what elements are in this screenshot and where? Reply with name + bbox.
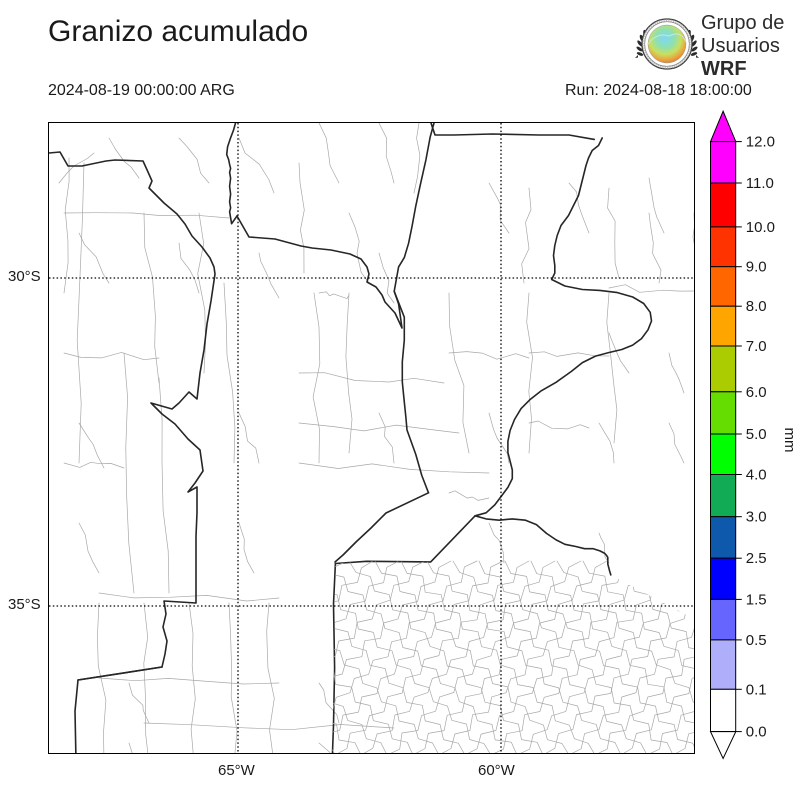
- svg-text:3.0: 3.0: [746, 509, 767, 526]
- svg-text:4.0: 4.0: [746, 467, 767, 484]
- svg-text:0.1: 0.1: [746, 681, 767, 698]
- svg-text:0.0: 0.0: [746, 724, 767, 741]
- svg-text:6.0: 6.0: [746, 384, 767, 401]
- svg-text:12.0: 12.0: [746, 134, 775, 151]
- svg-text:9.0: 9.0: [746, 259, 767, 276]
- svg-text:5.0: 5.0: [746, 426, 767, 443]
- svg-text:1.5: 1.5: [746, 591, 767, 608]
- svg-text:7.0: 7.0: [746, 338, 767, 355]
- svg-text:10.0: 10.0: [746, 219, 775, 236]
- svg-text:mm: mm: [781, 428, 798, 453]
- svg-text:11.0: 11.0: [746, 175, 774, 192]
- svg-text:2.5: 2.5: [746, 550, 767, 567]
- svg-text:0.5: 0.5: [746, 632, 767, 649]
- svg-text:8.0: 8.0: [746, 298, 767, 315]
